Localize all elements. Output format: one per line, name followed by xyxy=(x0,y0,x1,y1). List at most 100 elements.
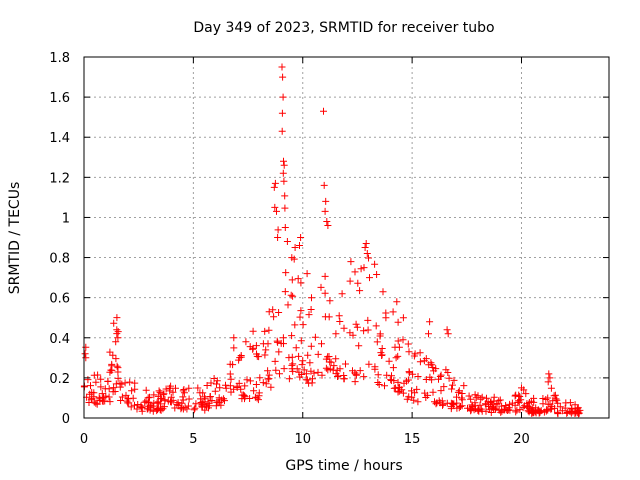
data-point xyxy=(179,387,187,395)
data-point xyxy=(284,301,292,309)
data-point xyxy=(574,404,582,412)
data-point xyxy=(554,399,562,407)
data-point xyxy=(291,321,299,329)
data-point xyxy=(173,400,181,408)
data-point xyxy=(426,373,434,381)
data-point xyxy=(304,351,312,359)
data-point xyxy=(112,338,120,346)
data-point xyxy=(279,73,287,81)
data-point xyxy=(153,399,161,407)
data-point xyxy=(430,367,438,375)
data-point xyxy=(361,244,369,251)
data-point xyxy=(502,402,510,409)
data-point xyxy=(516,406,524,414)
data-point xyxy=(539,400,547,408)
data-point xyxy=(207,379,215,387)
data-point xyxy=(314,350,322,358)
data-point xyxy=(259,340,267,348)
data-point xyxy=(252,381,260,388)
data-point xyxy=(353,323,361,331)
data-point xyxy=(326,358,334,366)
data-point xyxy=(422,376,430,383)
data-point xyxy=(110,319,118,327)
data-point xyxy=(399,314,407,322)
data-point xyxy=(405,393,413,401)
data-point xyxy=(318,340,325,348)
data-point xyxy=(443,326,451,334)
data-point xyxy=(104,378,112,385)
y-tick-label: 1.2 xyxy=(49,171,70,186)
data-point xyxy=(274,226,282,234)
data-point xyxy=(270,183,278,191)
data-point xyxy=(109,351,117,359)
data-point xyxy=(299,321,307,329)
y-tick-label: 1.4 xyxy=(49,131,70,146)
data-point xyxy=(259,379,267,387)
data-point xyxy=(276,370,283,378)
data-point xyxy=(155,387,163,395)
plot-frame xyxy=(83,56,610,419)
data-point xyxy=(114,374,122,382)
data-point xyxy=(213,398,221,406)
x-tick-label: 10 xyxy=(294,432,311,447)
data-point xyxy=(414,373,422,380)
data-point xyxy=(542,407,550,415)
data-point xyxy=(227,388,235,396)
data-point xyxy=(356,367,364,375)
data-point xyxy=(142,386,150,394)
data-point xyxy=(160,390,168,398)
data-point xyxy=(88,395,96,403)
data-point xyxy=(522,390,530,398)
data-point xyxy=(292,344,300,352)
data-point xyxy=(298,361,306,369)
data-point xyxy=(220,395,228,403)
x-tick-label: 20 xyxy=(513,432,530,447)
data-point xyxy=(439,400,447,408)
data-point xyxy=(545,370,553,378)
data-point xyxy=(392,354,400,362)
x-axis-label: GPS time / hours xyxy=(285,458,402,474)
data-point xyxy=(278,63,286,71)
data-point xyxy=(144,405,152,413)
data-point xyxy=(416,358,424,366)
data-point xyxy=(108,360,116,368)
data-point xyxy=(306,359,314,367)
data-point xyxy=(278,109,286,117)
data-point xyxy=(107,366,115,374)
data-point xyxy=(387,376,395,384)
data-point xyxy=(261,351,269,359)
data-point xyxy=(206,393,214,400)
data-point xyxy=(137,402,145,410)
data-point xyxy=(437,387,445,395)
data-point xyxy=(460,382,468,390)
data-point xyxy=(546,374,554,382)
data-point xyxy=(544,394,552,402)
data-point xyxy=(352,370,360,378)
data-point xyxy=(81,350,89,358)
data-point xyxy=(372,322,380,330)
data-point xyxy=(318,371,326,379)
data-point xyxy=(482,407,490,415)
data-point xyxy=(178,404,186,412)
data-point xyxy=(192,400,200,408)
data-point xyxy=(471,391,479,399)
data-point xyxy=(131,385,139,393)
data-point xyxy=(211,387,219,395)
data-point xyxy=(332,355,340,363)
data-point xyxy=(332,370,340,378)
data-point xyxy=(496,396,504,404)
data-point xyxy=(261,327,269,335)
data-point xyxy=(185,384,193,392)
data-points xyxy=(80,63,584,418)
data-point xyxy=(534,406,542,414)
data-point xyxy=(203,402,210,410)
data-point xyxy=(123,397,131,405)
data-point xyxy=(249,327,257,335)
data-point xyxy=(94,371,102,379)
data-point xyxy=(527,397,535,405)
data-point xyxy=(488,403,496,411)
data-point xyxy=(404,340,412,348)
data-point xyxy=(394,388,402,396)
data-point xyxy=(154,392,162,400)
data-point xyxy=(352,320,360,328)
